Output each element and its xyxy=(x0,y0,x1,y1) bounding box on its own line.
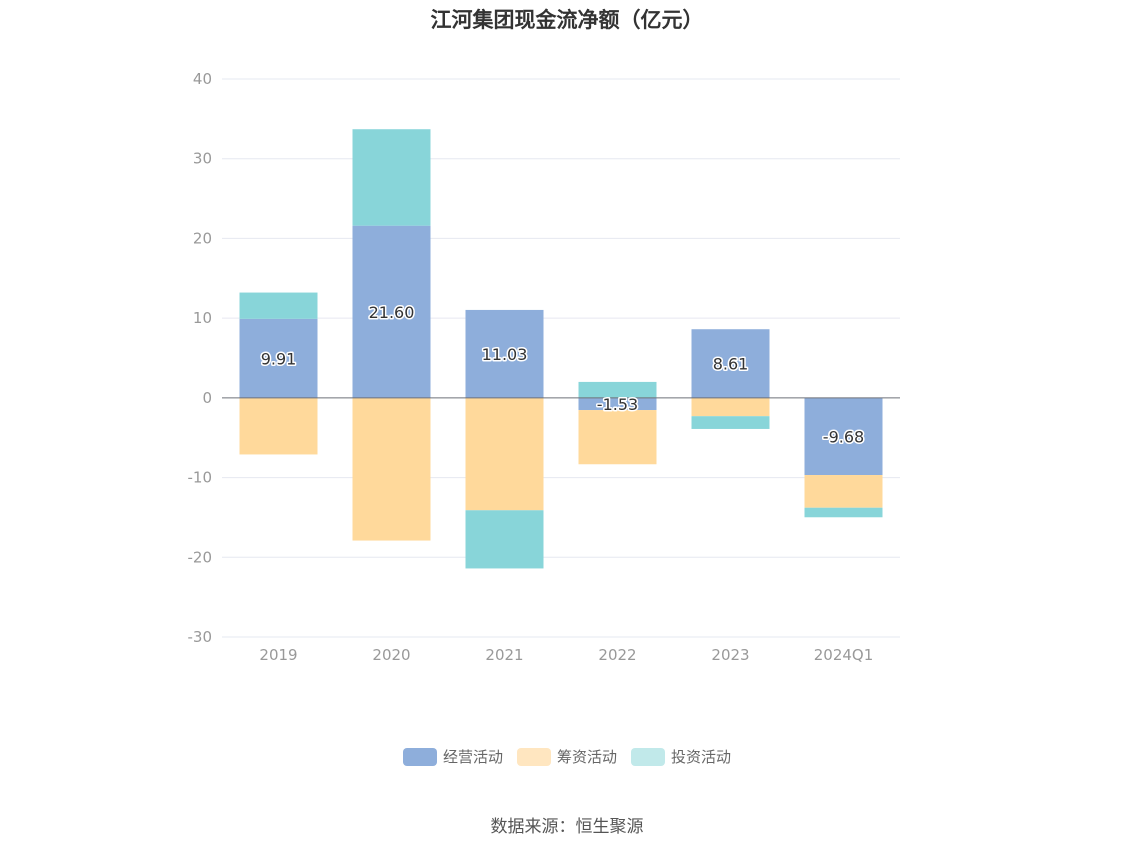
data-label: -1.53 xyxy=(597,395,638,414)
legend-label-financing: 筹资活动 xyxy=(556,748,617,766)
legend-swatch-financing xyxy=(516,747,551,766)
x-tick-label: 2023 xyxy=(711,646,749,664)
bar-经营活动-2019[interactable] xyxy=(239,318,318,398)
legend-item-financing[interactable]: 筹资活动 xyxy=(516,746,617,767)
legend-label-operating: 经营活动 xyxy=(442,748,503,766)
y-tick-label: 10 xyxy=(193,309,212,327)
grid-layer xyxy=(222,78,900,638)
bar-筹资活动-2020[interactable] xyxy=(352,397,431,541)
bar-经营活动-2021[interactable] xyxy=(465,309,544,398)
bar-投资活动-2021[interactable] xyxy=(465,510,544,569)
y-tick-label: 30 xyxy=(193,150,212,168)
y-tick-label: -10 xyxy=(188,469,213,487)
bar-chart: 40 30 20 10 0 -10 -20 -30 2019 2020 2021 2022 2023 20… xyxy=(188,70,900,664)
bars-layer xyxy=(239,129,883,569)
axis-layer: 40 30 20 10 0 -10 -20 -30 2019 2020 2021 2022 2023 20… xyxy=(188,70,900,664)
x-tick-label: 2024Q1 xyxy=(814,646,874,664)
legend-label-investing: 投资活动 xyxy=(671,748,732,766)
bar-经营活动-2020[interactable] xyxy=(352,225,431,398)
y-tick-label: -30 xyxy=(188,628,213,646)
labels-layer: 9.91 21.60 11.03 -1.53 8.61 -9.68 xyxy=(259,301,866,448)
x-tick-label: 2020 xyxy=(372,646,410,664)
bar-投资活动-2019[interactable] xyxy=(239,292,318,319)
x-tick-label: 2022 xyxy=(598,646,636,664)
y-tick-label: 0 xyxy=(202,389,212,407)
chart-title: 江河集团现金流净额（亿元） xyxy=(430,8,704,32)
bar-筹资活动-2022[interactable] xyxy=(578,410,657,465)
y-tick-label: 40 xyxy=(193,70,212,88)
bar-经营活动-2024Q1[interactable] xyxy=(804,397,883,476)
bar-投资活动-2022[interactable] xyxy=(578,381,657,398)
bar-筹资活动-2023[interactable] xyxy=(691,397,770,417)
y-tick-label: 20 xyxy=(193,229,212,247)
bar-投资活动-2020[interactable] xyxy=(352,129,431,226)
data-source: 数据来源：恒生聚源 xyxy=(490,817,644,837)
legend-swatch-operating xyxy=(402,747,437,766)
legend: 经营活动 筹资活动 投资活动 xyxy=(0,746,1134,767)
bar-经营活动-2022[interactable] xyxy=(578,397,657,411)
x-tick-label: 2019 xyxy=(259,646,297,664)
bar-投资活动-2023[interactable] xyxy=(691,416,770,429)
bar-筹资活动-2024Q1[interactable] xyxy=(804,475,883,508)
data-label: 8.61 xyxy=(713,355,749,374)
data-label: 9.91 xyxy=(261,349,297,368)
data-label: 21.60 xyxy=(369,303,415,322)
legend-item-operating[interactable]: 经营活动 xyxy=(402,746,503,767)
bar-投资活动-2024Q1[interactable] xyxy=(804,507,883,518)
bar-筹资活动-2021[interactable] xyxy=(465,397,544,511)
data-label: 11.03 xyxy=(482,345,528,364)
legend-swatch-investing xyxy=(631,747,665,766)
legend-item-investing[interactable]: 投资活动 xyxy=(631,746,731,767)
bar-经营活动-2023[interactable] xyxy=(691,329,770,398)
y-tick-label: -20 xyxy=(188,548,213,566)
bar-筹资活动-2019[interactable] xyxy=(239,397,318,455)
data-label: -9.68 xyxy=(823,427,864,446)
x-tick-label: 2021 xyxy=(485,646,523,664)
